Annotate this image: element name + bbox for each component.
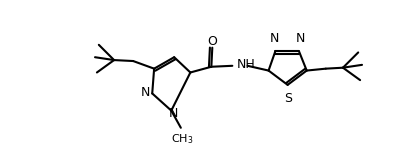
Text: N: N: [169, 107, 178, 120]
Text: O: O: [208, 34, 217, 48]
Text: CH$_3$: CH$_3$: [171, 133, 193, 146]
Text: N: N: [270, 32, 279, 45]
Text: S: S: [284, 92, 291, 104]
Text: N: N: [141, 86, 150, 99]
Text: N: N: [295, 32, 305, 45]
Text: NH: NH: [237, 58, 256, 71]
